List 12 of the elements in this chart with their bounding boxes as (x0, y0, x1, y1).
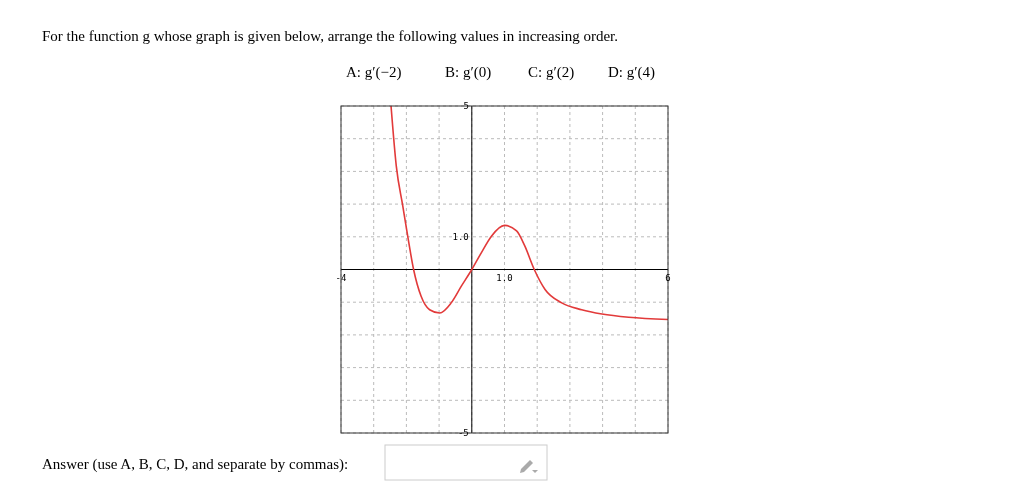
x-tick-label: -4 (335, 272, 347, 283)
y-tick-label: 5 (463, 101, 469, 111)
chart-title: For the function g whose graph is given below, arrange the following values in increasing order. (42, 28, 618, 44)
y-tick-label: -5 (457, 428, 469, 438)
text: D: g′(4) (608, 64, 656, 81)
x-tick-label: 1.0 (496, 272, 513, 283)
text: C: g′(2) (528, 64, 575, 81)
y-tick-label: 1.0 (452, 231, 469, 242)
text: B: g′(0) (445, 64, 492, 81)
x-tick-label: 6 (665, 272, 671, 283)
text: A: g′(−2) (346, 64, 402, 81)
text: Answer (use A, B, C, D, and separate by commas): (42, 456, 349, 473)
